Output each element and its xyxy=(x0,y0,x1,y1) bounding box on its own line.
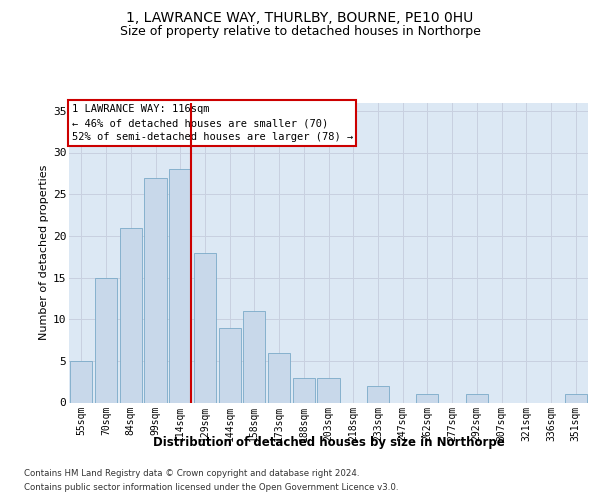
Bar xyxy=(218,328,241,402)
Bar xyxy=(95,278,117,402)
Y-axis label: Number of detached properties: Number of detached properties xyxy=(38,165,49,340)
Text: Size of property relative to detached houses in Northorpe: Size of property relative to detached ho… xyxy=(119,24,481,38)
Bar xyxy=(466,394,488,402)
Text: Contains HM Land Registry data © Crown copyright and database right 2024.: Contains HM Land Registry data © Crown c… xyxy=(24,470,359,478)
Bar xyxy=(367,386,389,402)
Text: 1 LAWRANCE WAY: 116sqm
← 46% of detached houses are smaller (70)
52% of semi-det: 1 LAWRANCE WAY: 116sqm ← 46% of detached… xyxy=(71,104,353,142)
Bar xyxy=(317,378,340,402)
Bar xyxy=(293,378,315,402)
Bar xyxy=(70,361,92,403)
Text: Distribution of detached houses by size in Northorpe: Distribution of detached houses by size … xyxy=(153,436,505,449)
Bar xyxy=(119,228,142,402)
Bar xyxy=(416,394,439,402)
Bar xyxy=(145,178,167,402)
Bar xyxy=(169,169,191,402)
Text: 1, LAWRANCE WAY, THURLBY, BOURNE, PE10 0HU: 1, LAWRANCE WAY, THURLBY, BOURNE, PE10 0… xyxy=(127,10,473,24)
Bar xyxy=(194,252,216,402)
Bar xyxy=(268,352,290,403)
Bar xyxy=(243,311,265,402)
Text: Contains public sector information licensed under the Open Government Licence v3: Contains public sector information licen… xyxy=(24,483,398,492)
Bar xyxy=(565,394,587,402)
